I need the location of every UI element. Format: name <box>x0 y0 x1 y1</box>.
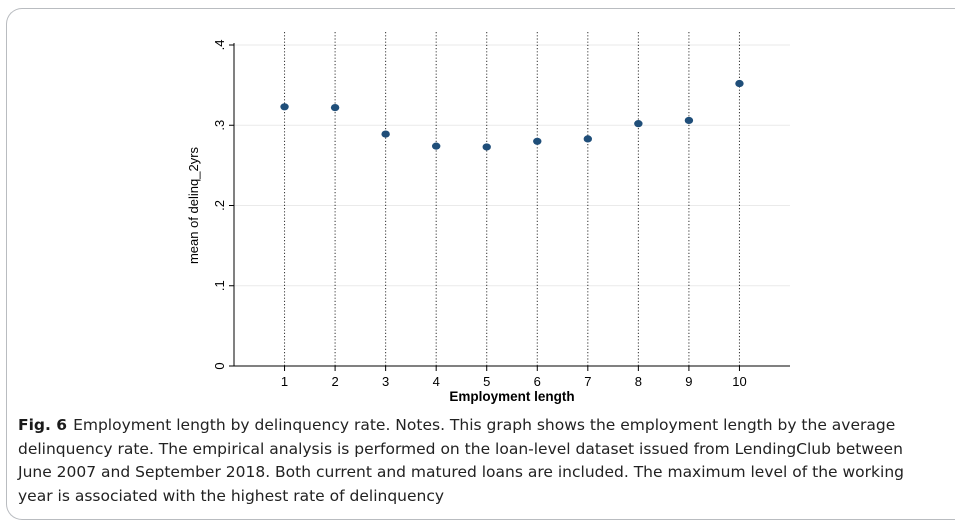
x-axis-label: Employment length <box>449 389 574 404</box>
data-point <box>280 103 289 111</box>
data-point <box>381 130 390 138</box>
x-tick-label: 1 <box>281 374 288 389</box>
data-point <box>583 135 593 143</box>
data-point <box>684 116 694 125</box>
x-tick-label: 7 <box>584 374 591 389</box>
axes: 0 .1 .2 .3 .4 1 2 3 4 5 6 7 8 9 10 <box>212 40 790 389</box>
x-tick-label: 8 <box>635 374 642 389</box>
x-tick-label: 10 <box>732 374 746 389</box>
x-tick-label: 9 <box>685 374 692 389</box>
y-axis-label: mean of delinq_2yrs <box>186 146 201 264</box>
figure-label: Fig. 6 <box>18 416 68 434</box>
grid <box>234 44 790 287</box>
data-point <box>431 142 441 150</box>
y-tick-label: .1 <box>212 280 227 291</box>
figure-caption: Fig. 6 Employment length by delinquency r… <box>18 414 933 508</box>
y-tick-label: .3 <box>212 120 227 131</box>
scatter-chart: 0 .1 .2 .3 .4 1 2 3 4 5 6 7 8 9 10 mean of delinq_2yrs… <box>186 32 790 404</box>
y-tick-label: 0 <box>212 362 227 369</box>
data-point <box>482 143 491 151</box>
x-tick-label: 2 <box>331 374 338 389</box>
x-tick-label: 4 <box>433 374 440 389</box>
x-tick-label: 5 <box>483 374 490 389</box>
data-point <box>735 79 744 88</box>
x-tick-label: 3 <box>382 374 389 389</box>
category-guides <box>284 32 740 366</box>
x-tick-label: 6 <box>534 374 541 389</box>
data-point <box>330 103 340 112</box>
y-tick-label: .2 <box>212 200 227 211</box>
caption-text: Employment length by delinquency rate. N… <box>18 416 904 505</box>
data-point <box>533 137 542 145</box>
data-points <box>280 79 744 151</box>
y-tick-label: .4 <box>212 40 227 51</box>
data-point <box>634 120 643 128</box>
figure-frame <box>6 8 955 520</box>
